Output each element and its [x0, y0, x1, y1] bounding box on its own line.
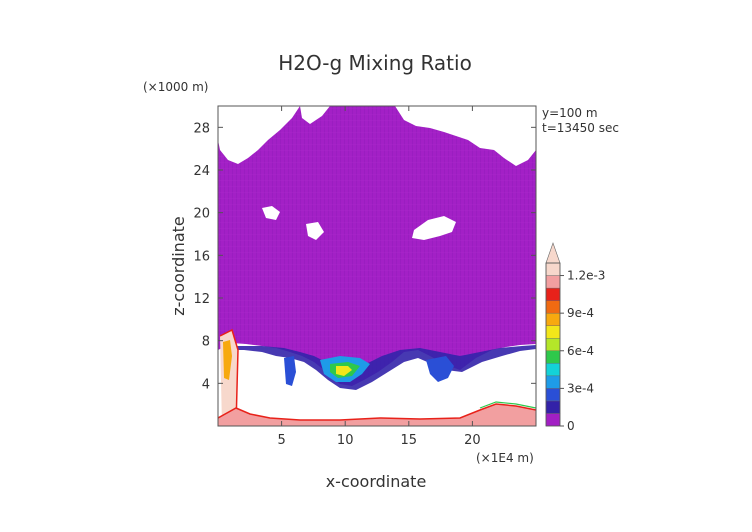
- x-tick-label: 20: [464, 433, 481, 448]
- colorbar-swatch: [545, 275, 561, 289]
- colorbar-swatch: [545, 312, 561, 326]
- colorbar-swatch: [545, 375, 561, 389]
- annotation-time: t=13450 sec: [542, 121, 619, 135]
- y-tick-label: 20: [193, 207, 210, 222]
- colorbar-swatch: [545, 338, 561, 351]
- x-tick-label: 15: [401, 433, 418, 448]
- y-tick-label: 8: [202, 335, 210, 350]
- annotation-y: y=100 m: [542, 106, 598, 120]
- x-tick-label: 5: [277, 433, 285, 448]
- y-unit-label: (×1000 m): [143, 80, 208, 94]
- x-axis-unit: (×1E4 m): [476, 451, 534, 465]
- colorbar-extend-arrow: [545, 242, 561, 264]
- y-tick-label: 24: [193, 164, 210, 179]
- colorbar-frame: [545, 262, 561, 427]
- y-axis-title: z-coordinate: [169, 216, 188, 316]
- colorbar-swatch: [545, 388, 561, 402]
- colorbar-swatch: [545, 350, 561, 364]
- dry-region: [218, 343, 536, 426]
- colorbar-swatch: [545, 262, 561, 276]
- left-column-inner: [223, 340, 232, 380]
- x-axis: 5 10 15 20: [277, 106, 481, 448]
- colorbar-tick-label: 1.2e-3: [567, 269, 605, 283]
- upper-dry-patches: [218, 106, 536, 240]
- x-axis-title: x-coordinate: [326, 472, 427, 491]
- y-tick-label: 16: [193, 249, 210, 264]
- y-tick-label: 28: [193, 121, 210, 136]
- terrain-green: [479, 401, 536, 409]
- y-tick-label: 12: [193, 292, 210, 307]
- colorbar-swatch: [545, 400, 561, 414]
- colorbar-swatch: [545, 300, 561, 314]
- y-axis: 4 8 12 16 20 24 28: [193, 121, 536, 392]
- left-column-edge: [219, 328, 239, 426]
- moist-band: [228, 345, 536, 390]
- terrain-line: [218, 403, 536, 421]
- colorbar-tick-label: 0: [567, 419, 575, 433]
- x-tick-label: 10: [337, 433, 354, 448]
- colorbar-swatch: [545, 413, 561, 427]
- colorbar: 0 3e-4 6e-4 9e-4 1.2e-3: [545, 242, 605, 433]
- colorbar-swatch: [545, 363, 561, 377]
- colorbar-swatch: [545, 287, 561, 301]
- colorbar-tick-label: 3e-4: [567, 381, 594, 395]
- moist-core-peak: [336, 366, 352, 376]
- plot-frame: [217, 105, 537, 427]
- colorbar-tick-label: 9e-4: [567, 306, 594, 320]
- chart-title: H2O-g Mixing Ratio: [278, 51, 472, 75]
- streak-left: [284, 356, 296, 386]
- colorbar-tick-label: 6e-4: [567, 344, 594, 358]
- streak-right: [426, 356, 454, 382]
- y-tick-label: 4: [202, 377, 210, 392]
- colorbar-swatch: [545, 325, 561, 339]
- plot-area: [218, 106, 536, 426]
